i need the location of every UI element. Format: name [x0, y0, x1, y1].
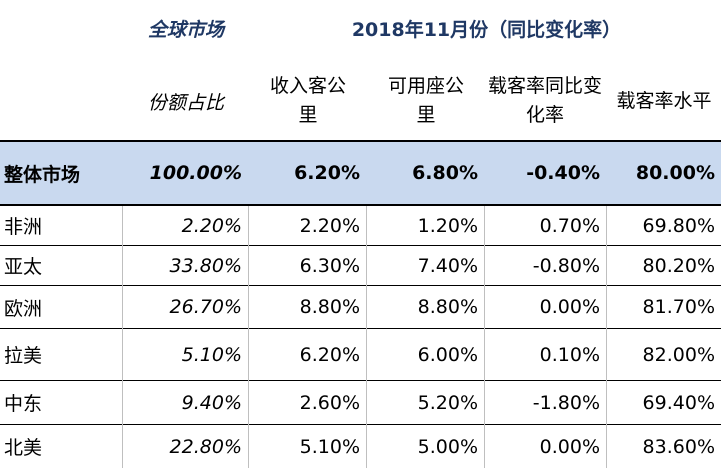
col-divider [606, 206, 607, 468]
col-divider [248, 206, 249, 468]
row-share: 33.80% [169, 254, 242, 277]
row-ask: 6.00% [417, 343, 478, 366]
col-divider [122, 206, 123, 468]
row-plf-change: 0.70% [539, 214, 600, 237]
overall-row-band [0, 142, 721, 204]
row-plf-change: 0.00% [539, 296, 600, 318]
row-plf: 81.70% [642, 296, 715, 318]
ask-header: 可用座公里 [387, 75, 464, 126]
overall-name: 整体市场 [4, 163, 81, 186]
row-plf-change: -0.80% [532, 254, 600, 277]
row-name: 北美 [4, 437, 43, 459]
row-name: 拉美 [4, 345, 43, 367]
row-rpk: 8.80% [299, 296, 360, 318]
share-header: 份额占比 [147, 91, 224, 114]
row-ask: 7.40% [417, 254, 478, 277]
row-rule [0, 424, 721, 425]
period-label: 2018年11月份（同比变化率） [351, 18, 622, 41]
row-plf: 82.00% [642, 343, 715, 366]
overall-bottom-rule [0, 204, 721, 206]
overall-share: 100.00% [149, 162, 242, 184]
row-ask: 5.00% [417, 435, 478, 458]
overall-plf: 80.00% [635, 162, 715, 184]
rpk-header: 收入客公里 [269, 75, 346, 126]
row-rule [0, 380, 721, 381]
row-share: 22.80% [169, 435, 242, 458]
row-name: 欧洲 [4, 297, 43, 320]
row-rpk: 5.10% [299, 435, 360, 458]
row-plf: 69.80% [642, 214, 715, 237]
row-plf: 69.40% [642, 391, 715, 414]
row-plf-change: 0.10% [539, 343, 600, 366]
row-share: 26.70% [169, 296, 242, 318]
row-rpk: 6.20% [299, 343, 360, 366]
overall-plf-change: -0.40% [526, 162, 600, 184]
row-rpk: 2.60% [299, 391, 360, 414]
row-rpk: 6.30% [299, 254, 360, 277]
row-name: 亚太 [4, 256, 43, 278]
row-share: 2.20% [181, 214, 242, 237]
row-rule [0, 285, 721, 286]
row-plf-change: -1.80% [532, 391, 600, 414]
row-plf: 80.20% [642, 254, 715, 277]
plf-change-header: 载客率同比变化率 [488, 75, 603, 126]
col-divider [484, 206, 485, 468]
row-ask: 1.20% [417, 214, 478, 237]
plf-header: 载客率水平 [616, 89, 712, 112]
market-label: 全球市场 [147, 18, 224, 41]
row-share: 5.10% [181, 343, 242, 366]
row-plf-change: 0.00% [539, 435, 600, 458]
col-divider [366, 206, 367, 468]
overall-rpk: 6.20% [294, 162, 360, 184]
row-plf: 83.60% [642, 435, 715, 458]
row-rule [0, 328, 721, 329]
row-name: 非洲 [4, 216, 43, 238]
row-rule [0, 245, 721, 246]
row-name: 中东 [4, 393, 43, 415]
row-ask: 5.20% [417, 391, 478, 414]
row-rpk: 2.20% [299, 214, 360, 237]
row-ask: 8.80% [417, 296, 478, 318]
row-share: 9.40% [181, 391, 242, 414]
header-bottom-rule [0, 140, 721, 142]
overall-ask: 6.80% [412, 162, 478, 184]
